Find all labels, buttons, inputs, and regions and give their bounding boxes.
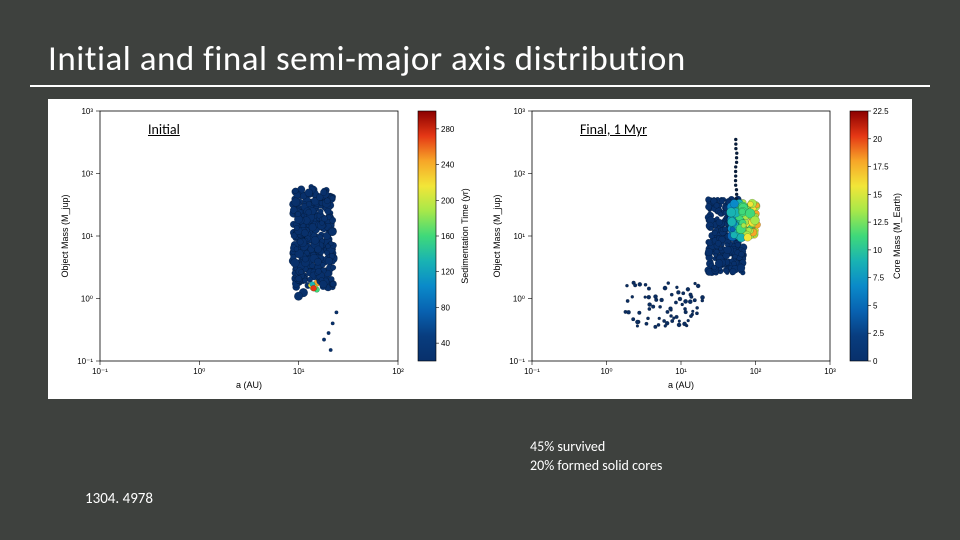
svg-text:10²: 10² <box>81 170 93 179</box>
svg-text:5: 5 <box>873 301 878 310</box>
svg-text:22.5: 22.5 <box>873 107 889 116</box>
svg-text:10¹: 10¹ <box>513 232 525 241</box>
svg-text:280: 280 <box>441 125 455 134</box>
svg-text:0: 0 <box>873 357 878 366</box>
svg-text:10²: 10² <box>513 170 525 179</box>
svg-text:10⁰: 10⁰ <box>193 367 205 376</box>
svg-text:200: 200 <box>441 196 455 205</box>
svg-text:Sedimentation Time (yr): Sedimentation Time (yr) <box>460 188 470 284</box>
svg-text:7.5: 7.5 <box>873 274 885 283</box>
left-scatter-plot: 10⁻¹ 10⁰ 10¹ 10² 10⁻¹ 10⁰ 10¹ 10² 10³ a (AU) Objec… <box>48 99 480 399</box>
svg-text:80: 80 <box>441 303 450 312</box>
svg-text:40: 40 <box>441 339 450 348</box>
svg-text:12.5: 12.5 <box>873 218 889 227</box>
svg-text:a (AU): a (AU) <box>668 380 694 390</box>
svg-text:10³: 10³ <box>513 107 525 116</box>
svg-text:Object Mass (M_jup): Object Mass (M_jup) <box>492 194 502 277</box>
right-badge: Final, 1 Myr <box>580 121 647 138</box>
svg-text:2.5: 2.5 <box>873 329 885 338</box>
svg-text:17.5: 17.5 <box>873 163 889 172</box>
svg-text:10⁻¹: 10⁻¹ <box>92 367 108 376</box>
svg-text:Core Mass (M_Earth): Core Mass (M_Earth) <box>892 193 902 279</box>
svg-text:240: 240 <box>441 161 455 170</box>
svg-text:10⁻¹: 10⁻¹ <box>524 367 540 376</box>
result-caption: 45% survived 20% formed solid cores <box>530 438 662 476</box>
svg-text:10²: 10² <box>392 367 404 376</box>
svg-text:120: 120 <box>441 268 455 277</box>
svg-text:a (AU): a (AU) <box>236 380 262 390</box>
svg-text:10¹: 10¹ <box>81 232 93 241</box>
svg-text:10⁻¹: 10⁻¹ <box>77 357 93 366</box>
svg-text:10²: 10² <box>750 367 762 376</box>
slide-title: Initial and final semi-major axis distri… <box>30 18 930 87</box>
svg-text:10¹: 10¹ <box>293 367 305 376</box>
right-scatter-plot: 10⁻¹ 10⁰ 10¹ 10² 10³ 10⁻¹ 10⁰ 10¹ 10² 10³ a (AU) Ob… <box>480 99 912 399</box>
svg-text:15: 15 <box>873 190 882 199</box>
svg-text:10³: 10³ <box>81 107 93 116</box>
svg-text:10¹: 10¹ <box>675 367 687 376</box>
svg-text:160: 160 <box>441 232 455 241</box>
svg-text:10⁰: 10⁰ <box>513 295 525 304</box>
left-badge: Initial <box>148 121 180 138</box>
caption-line-1: 45% survived <box>530 438 662 457</box>
right-panel: Final, 1 Myr 10⁻¹10⁰10¹10²10³10⁻¹10⁰10¹1… <box>480 99 912 399</box>
svg-text:10⁻¹: 10⁻¹ <box>509 357 525 366</box>
svg-text:10⁰: 10⁰ <box>81 295 93 304</box>
svg-text:Object Mass (M_jup): Object Mass (M_jup) <box>60 194 70 277</box>
svg-text:10: 10 <box>873 246 882 255</box>
chart-panel-wrap: Initial 10⁻¹ 10⁰ 10¹ 10² 10⁻¹ 10⁰ 10¹ 10² 10³ a (… <box>48 99 912 399</box>
svg-text:10³: 10³ <box>824 367 836 376</box>
left-panel: Initial 10⁻¹ 10⁰ 10¹ 10² 10⁻¹ 10⁰ 10¹ 10² 10³ a (… <box>48 99 480 399</box>
svg-text:10⁰: 10⁰ <box>600 367 612 376</box>
svg-text:20: 20 <box>873 135 882 144</box>
reference-number: 1304. 4978 <box>85 490 153 508</box>
caption-line-2: 20% formed solid cores <box>530 457 662 476</box>
